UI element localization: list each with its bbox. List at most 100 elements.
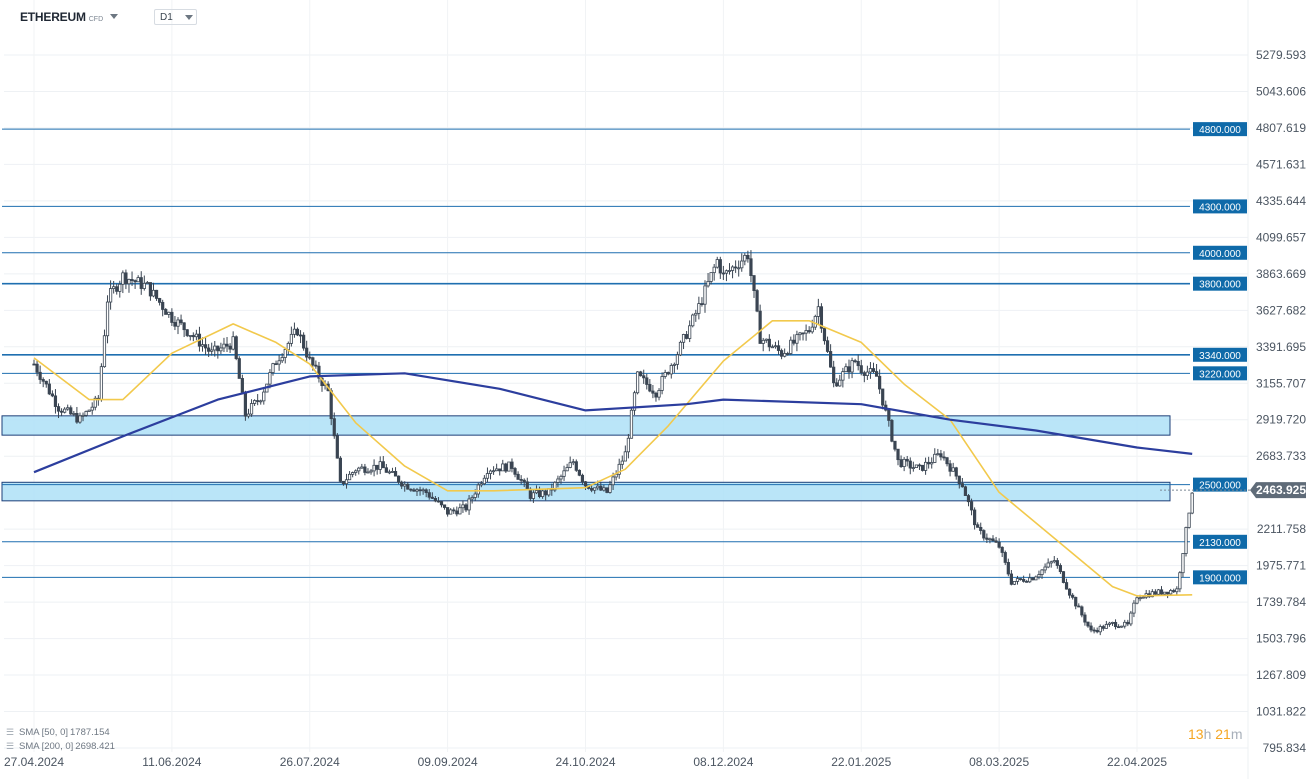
candle	[81, 414, 85, 417]
legend-sma-200[interactable]: ☰ SMA [200, 0] 2698.421	[6, 741, 115, 752]
candle	[1040, 569, 1044, 575]
timeframe-select[interactable]: D1	[154, 9, 197, 25]
level-label-bg	[1193, 199, 1247, 214]
y-tick-label: 1031.822	[1256, 705, 1306, 719]
candle	[730, 266, 735, 271]
candle	[850, 360, 854, 373]
candle	[406, 483, 410, 490]
level-label-bg	[1193, 347, 1247, 362]
y-tick-label: 5043.606	[1256, 84, 1306, 98]
candle	[121, 272, 125, 285]
candle	[424, 489, 428, 494]
candle	[562, 470, 566, 477]
candle	[280, 357, 284, 362]
candle	[1141, 596, 1145, 599]
indicator-settings-icon[interactable]: ☰	[6, 741, 15, 751]
candle	[366, 471, 370, 474]
candle	[390, 471, 395, 473]
candle	[709, 272, 713, 282]
candle	[887, 409, 891, 421]
candle	[1129, 612, 1133, 625]
current-price-label-bg	[1250, 482, 1306, 499]
x-tick-label: 11.06.2024	[142, 755, 201, 769]
candle	[222, 343, 226, 349]
candle	[835, 382, 839, 387]
x-tick-label: 08.12.2024	[693, 755, 753, 769]
candle	[902, 458, 906, 467]
candle	[246, 413, 251, 417]
candle	[252, 400, 257, 404]
candle	[1000, 546, 1004, 553]
legend-sma-50-label: SMA	[19, 727, 40, 738]
candle	[982, 530, 986, 539]
candle	[115, 286, 119, 292]
candle	[1132, 602, 1136, 614]
candle	[78, 415, 82, 423]
candle	[473, 493, 477, 498]
candle	[724, 270, 729, 274]
candle	[911, 467, 915, 469]
level-label: 1900.000	[1199, 573, 1241, 584]
support-zone[interactable]	[1, 415, 1171, 436]
candle	[289, 333, 293, 344]
candle	[599, 485, 603, 491]
candle	[896, 448, 900, 461]
sma-50-line	[33, 319, 1193, 597]
candle	[213, 345, 217, 351]
candle	[966, 495, 971, 503]
candle	[914, 464, 919, 468]
candle	[1046, 562, 1050, 568]
level-label: 3220.000	[1199, 369, 1241, 380]
candle	[776, 345, 781, 351]
candle	[1120, 625, 1124, 628]
candle	[249, 403, 254, 415]
candle	[231, 336, 235, 350]
candle	[1015, 578, 1020, 582]
candle	[66, 407, 70, 410]
candle	[807, 330, 811, 333]
last-candle	[1190, 492, 1194, 514]
candle	[176, 319, 180, 327]
candle	[804, 330, 808, 334]
candle	[1150, 591, 1154, 598]
candle	[602, 487, 606, 491]
indicator-settings-icon[interactable]: ☰	[6, 727, 15, 737]
candle	[130, 279, 134, 281]
candle	[1113, 621, 1118, 628]
candle	[825, 340, 830, 352]
candle	[648, 384, 652, 392]
candle	[1107, 622, 1112, 625]
candle	[948, 463, 952, 472]
candle	[881, 388, 885, 406]
candle	[577, 469, 581, 476]
candle	[617, 463, 621, 475]
candle	[268, 372, 272, 385]
candle	[749, 258, 753, 276]
candle	[942, 456, 946, 459]
candle	[703, 285, 707, 305]
instrument-selector[interactable]: ETHEREUM CFD	[20, 10, 103, 24]
candle	[38, 371, 42, 380]
candle	[678, 341, 683, 356]
candle	[908, 460, 912, 469]
candle	[620, 460, 624, 465]
candle	[844, 366, 848, 373]
candle	[1052, 560, 1056, 563]
candle	[865, 371, 869, 376]
candle	[718, 259, 722, 274]
timeframe-label: D1	[160, 12, 173, 23]
candle	[467, 498, 471, 511]
candle	[311, 357, 315, 366]
candle	[743, 254, 747, 262]
candle	[792, 339, 796, 344]
candle	[740, 260, 744, 269]
candle	[1123, 621, 1127, 627]
candle	[369, 470, 373, 473]
candle	[139, 277, 143, 289]
legend-sma-50[interactable]: ☰ SMA [50, 0] 1787.154	[6, 727, 110, 738]
candle	[351, 472, 355, 475]
candle	[124, 272, 128, 285]
candle	[688, 325, 692, 339]
instrument-dropdown-icon[interactable]	[110, 14, 118, 19]
